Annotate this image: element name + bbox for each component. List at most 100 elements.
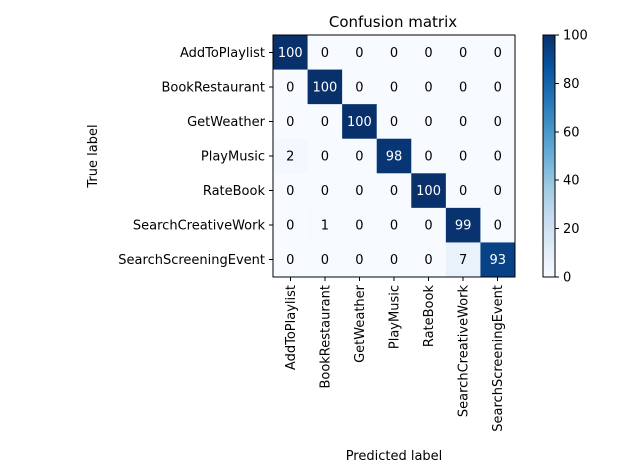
cell-value-label: 7	[459, 253, 467, 268]
cell-value-label: 0	[459, 150, 467, 165]
heatmap-cell	[480, 242, 516, 278]
y-tick-label: RateBook	[203, 184, 266, 199]
cell-value-label: 0	[321, 253, 329, 268]
cell-value-label: 0	[494, 150, 502, 165]
x-tick-label: RateBook	[422, 285, 437, 348]
cell-value-label: 0	[459, 80, 467, 95]
heatmap-cell	[307, 104, 343, 140]
cell-value-label: 0	[424, 150, 432, 165]
colorbar-tick-label: 100	[563, 29, 588, 44]
x-tick-label: SearchCreativeWork	[457, 285, 472, 418]
colorbar-tick-label: 80	[563, 77, 580, 92]
cell-value-label: 1	[321, 219, 329, 234]
cell-value-label: 0	[390, 184, 398, 199]
heatmap-cell	[307, 138, 343, 174]
x-tick-label: AddToPlaylist	[284, 285, 299, 370]
heatmap-cell	[480, 35, 516, 71]
y-tick-label: GetWeather	[187, 115, 266, 130]
cell-value-label: 0	[286, 253, 294, 268]
heatmap-cell-labels: 100 0 0 0 0 0 00 100 0 0 0 0 00 0 100 0 0 0 02 0 0 98 0 0 00 0 0 0 1…	[278, 46, 506, 268]
x-tick-label: PlayMusic	[388, 285, 403, 349]
heatmap-cell	[273, 69, 309, 105]
heatmap-cell	[273, 138, 309, 174]
heatmap-cell	[376, 104, 412, 140]
heatmap-cell	[445, 173, 481, 209]
heatmap-cell	[273, 104, 309, 140]
cell-value-label: 0	[390, 219, 398, 234]
cell-value-label: 0	[355, 46, 363, 61]
heatmap-cell	[411, 242, 447, 278]
cell-value-label: 0	[321, 46, 329, 61]
heatmap-cell	[480, 104, 516, 140]
colorbar-tick-label: 60	[563, 125, 580, 140]
cell-value-label: 0	[321, 184, 329, 199]
y-axis-label: True label	[86, 124, 101, 188]
heatmap-cell	[273, 242, 309, 278]
y-tick-label: SearchScreeningEvent	[118, 253, 265, 268]
heatmap-cell	[445, 35, 481, 71]
cell-value-label: 0	[494, 46, 502, 61]
colorbar-tick-label: 40	[563, 174, 580, 189]
heatmap-cell	[480, 138, 516, 174]
heatmap-cell	[376, 242, 412, 278]
cell-value-label: 0	[355, 80, 363, 95]
cell-value-label: 99	[455, 219, 472, 234]
heatmap-cell	[480, 173, 516, 209]
colorbar	[542, 34, 556, 278]
heatmap-cell	[376, 69, 412, 105]
heatmap-cell	[411, 69, 447, 105]
y-tick-label: BookRestaurant	[161, 80, 265, 95]
heatmap-cell	[376, 35, 412, 71]
heatmap-cell	[411, 173, 447, 209]
heatmap-cell	[307, 207, 343, 243]
cell-value-label: 0	[355, 253, 363, 268]
heatmap-cell	[480, 69, 516, 105]
cell-value-label: 0	[355, 150, 363, 165]
heatmap-cell	[445, 138, 481, 174]
y-axis-ticks: AddToPlaylist BookRestaurant GetWeather Pla…	[118, 46, 273, 268]
y-tick-label: PlayMusic	[201, 150, 265, 165]
heatmap-cells	[273, 35, 516, 278]
cell-value-label: 0	[494, 219, 502, 234]
heatmap-cell	[273, 173, 309, 209]
heatmap-cell	[342, 35, 378, 71]
cell-value-label: 100	[312, 80, 337, 95]
heatmap-cell	[411, 207, 447, 243]
cell-value-label: 100	[278, 46, 303, 61]
y-tick-label: SearchCreativeWork	[133, 219, 266, 234]
heatmap-cell	[480, 207, 516, 243]
cell-value-label: 0	[286, 219, 294, 234]
cell-value-label: 0	[424, 219, 432, 234]
cell-value-label: 100	[416, 184, 441, 199]
heatmap-cell	[411, 104, 447, 140]
heatmap-cell	[445, 207, 481, 243]
cell-value-label: 2	[286, 150, 294, 165]
cell-value-label: 0	[390, 46, 398, 61]
cell-value-label: 0	[459, 184, 467, 199]
colorbar-tick-label: 0	[563, 271, 571, 286]
colorbar-ticks: 0 20 40 60 80 100	[555, 29, 588, 286]
cell-value-label: 0	[355, 184, 363, 199]
heatmap-cell	[445, 242, 481, 278]
cell-value-label: 0	[390, 80, 398, 95]
chart-title: Confusion matrix	[329, 13, 457, 31]
heatmap-cell	[376, 138, 412, 174]
cell-value-label: 0	[459, 115, 467, 130]
cell-value-label: 0	[390, 253, 398, 268]
heatmap-cell	[411, 35, 447, 71]
cell-value-label: 0	[459, 46, 467, 61]
cell-value-label: 0	[286, 115, 294, 130]
cell-value-label: 0	[321, 150, 329, 165]
heatmap-cell	[342, 69, 378, 105]
heatmap-cell	[307, 242, 343, 278]
heatmap-cell	[376, 207, 412, 243]
x-axis-label: Predicted label	[346, 449, 443, 464]
heatmap-cell	[273, 207, 309, 243]
cell-value-label: 0	[494, 80, 502, 95]
cell-value-label: 0	[494, 115, 502, 130]
cell-value-label: 0	[424, 46, 432, 61]
heatmap-cell	[342, 242, 378, 278]
cell-value-label: 0	[286, 80, 294, 95]
cell-value-label: 0	[424, 80, 432, 95]
cell-value-label: 0	[321, 115, 329, 130]
